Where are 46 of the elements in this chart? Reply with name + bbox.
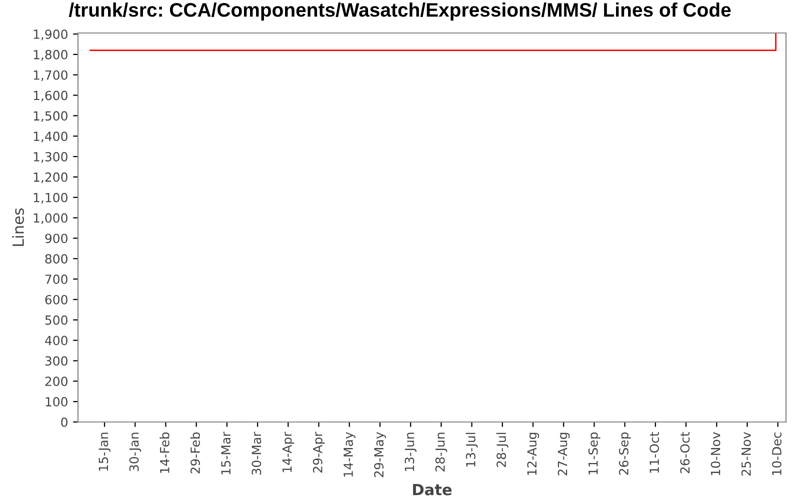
- y-tick-label: 1,800: [34, 50, 68, 61]
- y-tick-label: 1,700: [34, 70, 68, 82]
- x-tick-label: 26-Sep: [618, 432, 631, 475]
- x-tick-label: 28-Jun: [435, 432, 448, 472]
- y-axis-title: Lines: [12, 208, 24, 246]
- x-tick-label: 15-Jan: [98, 432, 110, 471]
- y-tick-label: 700: [45, 274, 68, 284]
- y-tick-label: 800: [45, 254, 68, 264]
- y-tick-label: 0: [61, 417, 68, 427]
- x-tick-label: 29-Feb: [190, 432, 200, 474]
- x-tick-label: 26-Oct: [680, 432, 690, 474]
- x-tick-label: 11-Sep: [588, 432, 600, 474]
- x-tick-label: 14-Apr: [282, 432, 294, 472]
- y-tick-label: 1,500: [34, 111, 68, 122]
- x-tick-label: 14-Feb: [160, 432, 170, 473]
- x-tick-label: 13-Jul: [466, 432, 478, 467]
- x-tick-label: 27-Aug: [558, 432, 570, 476]
- x-tick-label: 14-May: [344, 432, 356, 477]
- x-tick-label: 29-Apr: [312, 432, 325, 473]
- y-tick-label: 300: [45, 356, 68, 366]
- chart-title: /trunk/src: CCA/Components/Wasatch/Expressions/MMS/ Lines of Code: [68, 2, 731, 21]
- y-tick-label: 1,000: [34, 213, 68, 224]
- y-tick-label: 1,200: [34, 172, 68, 184]
- x-tick-label: 15-Mar: [221, 432, 231, 474]
- y-tick-label: 1,900: [34, 29, 68, 40]
- x-tick-label: 30-Jan: [129, 432, 142, 472]
- x-tick-label: 12-Aug: [527, 432, 540, 475]
- y-tick-label: 1,400: [34, 132, 68, 142]
- y-tick-label: 1,100: [34, 192, 68, 204]
- y-tick-label: 500: [45, 315, 68, 325]
- y-tick-label: 200: [45, 376, 68, 386]
- x-tick-label: 11-Oct: [650, 432, 660, 473]
- x-tick-label: 30-Mar: [252, 432, 262, 475]
- y-tick-label: 1,600: [34, 90, 68, 102]
- x-tick-label: 28-Jul: [496, 432, 508, 468]
- y-tick-label: 600: [45, 294, 68, 304]
- y-tick-label: 900: [45, 234, 68, 244]
- y-tick-label: 1,300: [34, 152, 68, 163]
- x-tick-label: 13-Jun: [404, 432, 417, 471]
- y-tick-label: 400: [45, 336, 68, 346]
- y-tick-label: 100: [46, 397, 68, 407]
- x-tick-label: 10-Nov: [710, 432, 720, 476]
- x-tick-label: 25-Nov: [741, 432, 751, 476]
- x-tick-label: 10-Dec: [772, 432, 782, 475]
- x-axis-title: Date: [413, 484, 452, 496]
- x-tick-label: 29-May: [374, 432, 386, 478]
